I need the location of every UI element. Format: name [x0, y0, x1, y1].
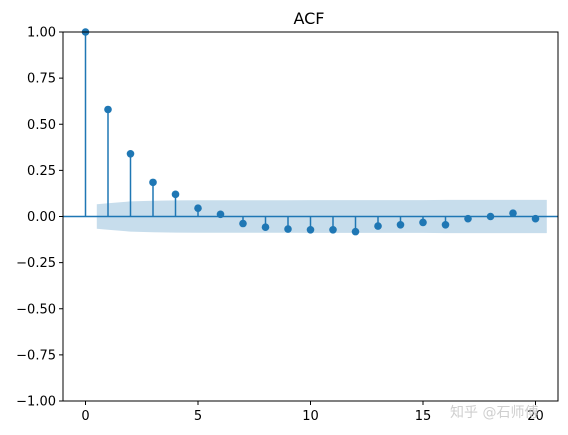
acf-point-18	[486, 212, 495, 221]
acf-point-5	[194, 204, 202, 212]
acf-point-12	[351, 227, 360, 236]
acf-point-16	[441, 221, 450, 229]
watermark-text: 知乎 @石师傅	[450, 404, 538, 421]
acf-point-15	[419, 218, 427, 227]
y-tick-label-4: 0.00	[27, 210, 56, 225]
y-tick-label-2: −0.50	[16, 302, 56, 317]
y-tick-label-7: 0.75	[27, 72, 56, 87]
acf-point-19	[509, 209, 517, 217]
acf-point-1	[104, 105, 112, 114]
acf-point-7	[239, 219, 247, 228]
x-tick-label-10: 10	[302, 409, 319, 424]
acf-point-6	[216, 210, 225, 219]
acf-point-8	[261, 223, 270, 232]
acf-point-9	[284, 225, 292, 233]
acf-point-13	[374, 222, 382, 230]
acf-point-4	[171, 190, 180, 199]
acf-point-14	[396, 221, 405, 229]
axes-layer: 0 5 10 15 20 −1.00 −0.75 −0.50 −0.25 0.00 0.25 0.50…	[16, 26, 559, 424]
y-tick-label-5: 0.25	[27, 164, 56, 179]
x-tick-label-0: 0	[81, 409, 89, 424]
y-tick-label-6: 0.50	[27, 118, 56, 133]
y-tick-label-1: −0.75	[16, 348, 56, 363]
y-tick-label-3: −0.25	[16, 256, 56, 271]
acf-point-10	[306, 225, 315, 234]
x-tick-label-15: 15	[415, 409, 432, 424]
x-tick-label-20: 20	[527, 409, 544, 424]
acf-point-2	[126, 149, 135, 158]
y-tick-label-8: 1.00	[27, 26, 56, 41]
x-tick-label-5: 5	[194, 409, 202, 424]
stems-layer	[81, 28, 540, 236]
acf-point-17	[464, 214, 472, 223]
y-tick-label-0: −1.00	[16, 395, 56, 410]
acf-point-11	[329, 225, 337, 234]
chart-title: ACF	[293, 9, 324, 28]
acf-point-20	[531, 214, 540, 223]
acf-point-3	[149, 178, 157, 187]
